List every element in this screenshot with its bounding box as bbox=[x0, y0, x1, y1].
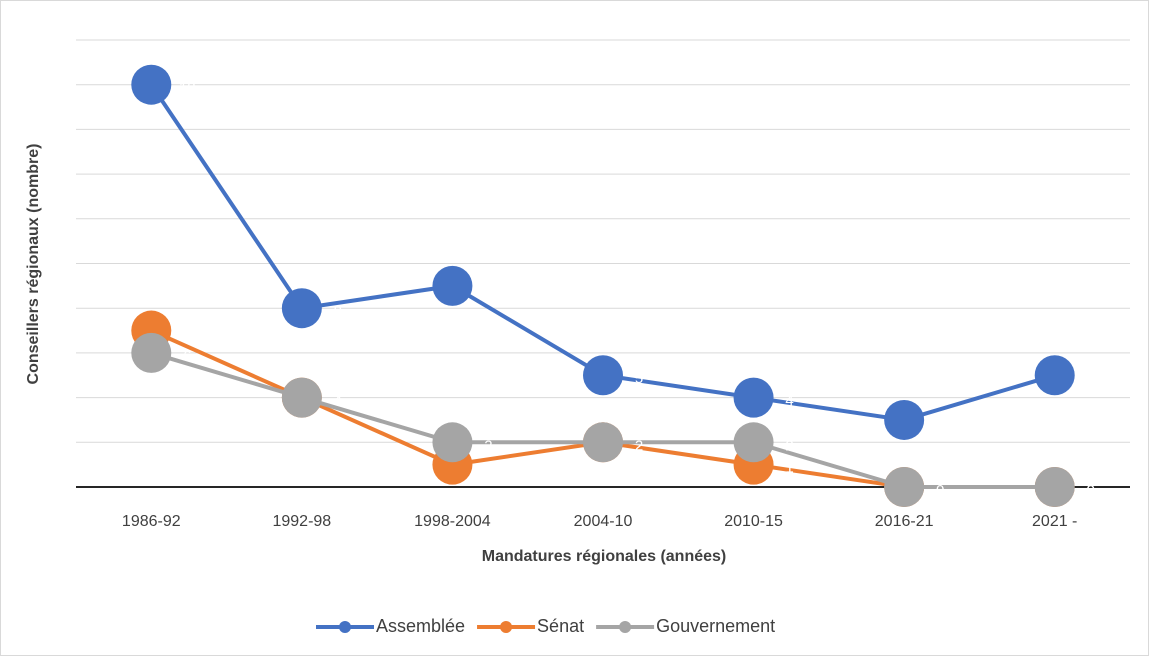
data-label: 4 bbox=[334, 393, 342, 410]
data-label: 18 bbox=[179, 80, 196, 97]
legend-label: Sénat bbox=[537, 616, 584, 636]
x-tick-label: 2016-21 bbox=[875, 513, 934, 530]
legend-marker bbox=[619, 621, 632, 633]
marker bbox=[884, 399, 925, 440]
y-axis-title: Conseillers régionaux (nombre) bbox=[25, 144, 42, 385]
x-tick-label: 2004-10 bbox=[574, 513, 633, 530]
marker bbox=[583, 422, 623, 463]
x-tick-label: 2021 - bbox=[1032, 513, 1077, 530]
data-label: 2 bbox=[635, 437, 643, 454]
marker bbox=[131, 64, 172, 105]
x-axis-title: Mandatures régionales (années) bbox=[482, 548, 727, 565]
marker bbox=[432, 265, 473, 306]
marker bbox=[583, 355, 623, 396]
data-label: 4 bbox=[785, 393, 793, 410]
x-tick-label: 1998-2004 bbox=[414, 513, 491, 530]
data-label: 0 bbox=[1087, 482, 1095, 499]
legend-label: Assemblée bbox=[376, 616, 465, 636]
data-label: 8 bbox=[334, 303, 342, 320]
data-label: 0 bbox=[936, 482, 944, 499]
data-label: 4 bbox=[334, 393, 342, 410]
data-label: 9 bbox=[484, 281, 492, 298]
legend-marker bbox=[339, 621, 351, 633]
legend-label: Gouvernement bbox=[656, 616, 775, 636]
data-label: 2 bbox=[635, 437, 643, 454]
x-tick-label: 1992-98 bbox=[272, 513, 331, 530]
x-tick-label: 2010-15 bbox=[724, 513, 783, 530]
data-label: 0 bbox=[1087, 482, 1095, 499]
marker bbox=[1034, 467, 1075, 507]
marker bbox=[733, 377, 774, 418]
data-label: 5 bbox=[635, 370, 643, 387]
marker bbox=[884, 467, 925, 507]
data-label: 3 bbox=[936, 415, 944, 432]
data-label: 2 bbox=[484, 437, 492, 454]
data-label: 1 bbox=[785, 460, 793, 477]
data-label: 6 bbox=[183, 348, 191, 365]
data-label: 1 bbox=[484, 460, 492, 477]
marker bbox=[131, 332, 172, 373]
marker bbox=[281, 288, 322, 329]
data-label: 5 bbox=[1087, 370, 1095, 387]
marker bbox=[1034, 355, 1075, 396]
legend-marker bbox=[500, 621, 513, 633]
data-label: 2 bbox=[785, 437, 793, 454]
marker bbox=[432, 422, 473, 463]
data-label: 0 bbox=[936, 482, 944, 499]
marker bbox=[281, 377, 322, 418]
data-label: 7 bbox=[183, 326, 191, 343]
x-tick-label: 1986-92 bbox=[122, 513, 181, 530]
marker bbox=[733, 422, 774, 463]
